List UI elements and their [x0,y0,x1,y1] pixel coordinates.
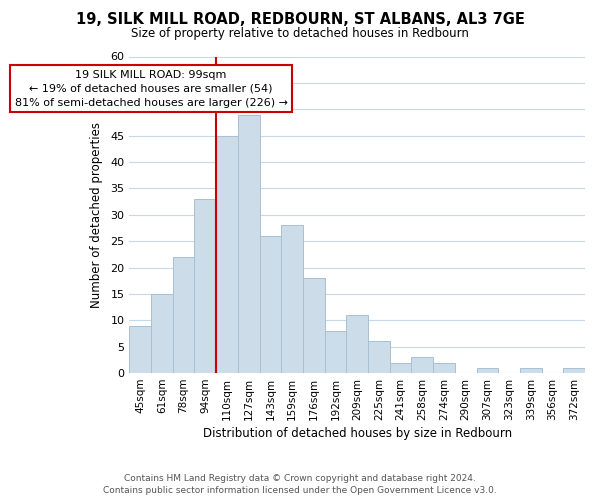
X-axis label: Distribution of detached houses by size in Redbourn: Distribution of detached houses by size … [203,427,512,440]
Bar [281,226,303,373]
Bar [151,294,173,373]
Bar [563,368,585,373]
Bar [390,362,412,373]
Bar [476,368,498,373]
Text: Size of property relative to detached houses in Redbourn: Size of property relative to detached ho… [131,28,469,40]
Bar [238,114,260,373]
Bar [520,368,542,373]
Bar [325,331,346,373]
Bar [412,357,433,373]
Y-axis label: Number of detached properties: Number of detached properties [91,122,103,308]
Bar [433,362,455,373]
Bar [260,236,281,373]
Text: Contains HM Land Registry data © Crown copyright and database right 2024.
Contai: Contains HM Land Registry data © Crown c… [103,474,497,495]
Bar [194,199,216,373]
Text: 19, SILK MILL ROAD, REDBOURN, ST ALBANS, AL3 7GE: 19, SILK MILL ROAD, REDBOURN, ST ALBANS,… [76,12,524,28]
Bar [368,342,390,373]
Bar [216,136,238,373]
Text: 19 SILK MILL ROAD: 99sqm
← 19% of detached houses are smaller (54)
81% of semi-d: 19 SILK MILL ROAD: 99sqm ← 19% of detach… [14,70,287,108]
Bar [130,326,151,373]
Bar [173,257,194,373]
Bar [346,315,368,373]
Bar [303,278,325,373]
